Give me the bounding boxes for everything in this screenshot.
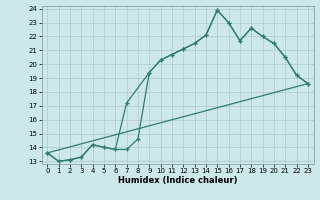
X-axis label: Humidex (Indice chaleur): Humidex (Indice chaleur)	[118, 176, 237, 185]
